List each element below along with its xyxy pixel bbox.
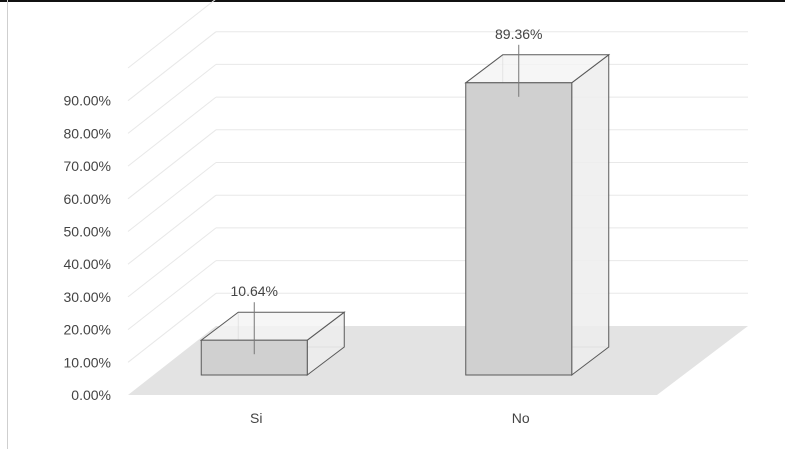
y-tick-label: 20.00% xyxy=(64,322,111,338)
gridline-side xyxy=(127,64,217,134)
y-tick-label: 10.00% xyxy=(64,354,111,370)
gridline-side xyxy=(127,162,217,232)
gridline-side xyxy=(127,129,217,200)
data-label: 89.36% xyxy=(495,26,542,42)
bar-side-face xyxy=(571,53,610,377)
bar xyxy=(465,82,573,376)
y-tick-label: 60.00% xyxy=(64,191,111,207)
y-tick-label: 90.00% xyxy=(64,93,111,109)
gridline-side xyxy=(127,0,216,69)
y-tick-label: 50.00% xyxy=(64,224,111,240)
y-tick-label: 40.00% xyxy=(64,256,111,272)
gridline-side xyxy=(127,194,217,265)
y-tick-label: 30.00% xyxy=(64,289,111,305)
gridline-side xyxy=(127,227,217,298)
y-tick-label: 0.00% xyxy=(71,387,111,403)
data-label: 10.64% xyxy=(231,283,278,299)
gridline-side xyxy=(127,260,217,330)
x-tick-label: No xyxy=(512,410,530,426)
x-tick-label: Si xyxy=(250,410,262,426)
y-tick-label: 80.00% xyxy=(64,125,111,141)
top-border xyxy=(0,0,785,2)
gridline-side xyxy=(127,292,217,363)
y-tick-label: 70.00% xyxy=(64,158,111,174)
left-border xyxy=(7,0,8,449)
gridline-side xyxy=(127,96,217,167)
gridline-side xyxy=(127,31,217,102)
